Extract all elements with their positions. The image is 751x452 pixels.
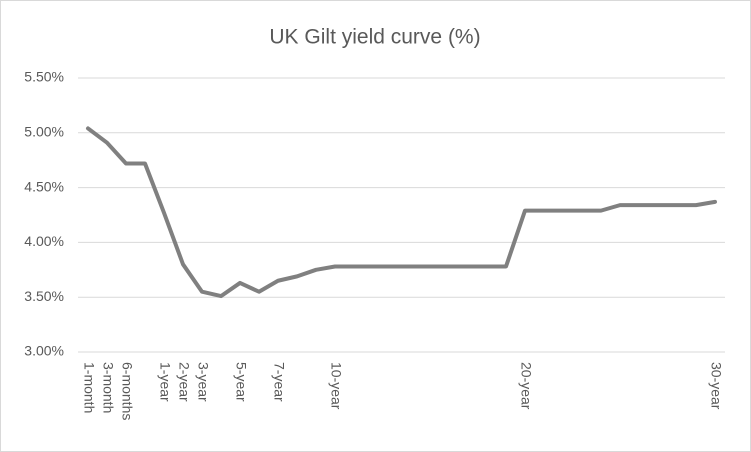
x-tick-label: 6-months	[119, 362, 135, 420]
x-tick-label: 2-year	[176, 362, 192, 402]
x-tick-label: 5-year	[233, 362, 249, 402]
x-tick-label: 7-year	[271, 362, 287, 402]
x-tick-label: 20-year	[518, 362, 534, 410]
y-tick-label: 5.00%	[24, 124, 64, 140]
y-tick-label: 3.50%	[24, 288, 64, 304]
y-tick-label: 3.00%	[24, 343, 64, 359]
series-line	[86, 126, 717, 299]
x-tick-label: 3-year	[195, 362, 211, 402]
chart-title: UK Gilt yield curve (%)	[269, 26, 480, 49]
x-tick-label: 1-year	[157, 362, 173, 402]
x-tick-label: 1-month	[81, 362, 97, 413]
x-tick-label: 10-year	[328, 362, 344, 410]
y-tick-label: 5.50%	[24, 69, 64, 85]
y-tick-label: 4.00%	[24, 233, 64, 249]
y-tick-label: 4.50%	[24, 178, 64, 194]
x-tick-label: 30-year	[708, 362, 724, 410]
x-tick-label: 3-month	[100, 362, 116, 413]
